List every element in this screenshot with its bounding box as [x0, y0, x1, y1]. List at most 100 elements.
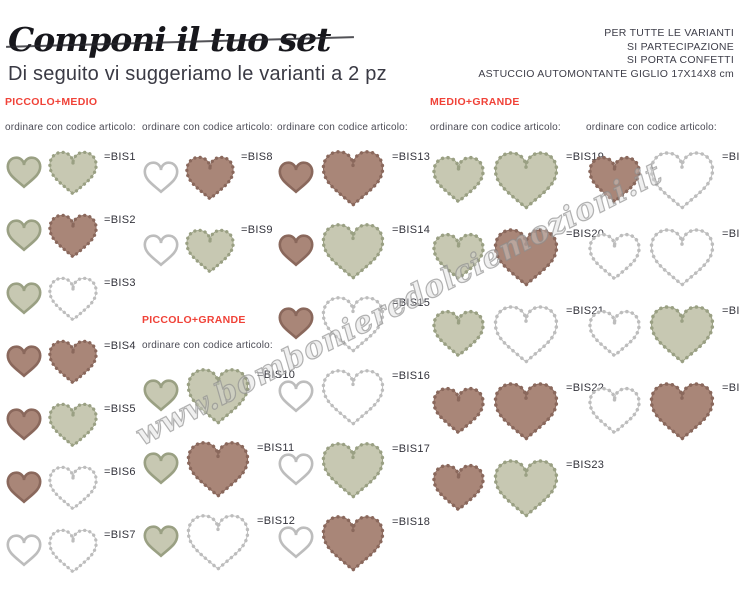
heart-large-white-icon — [490, 300, 562, 366]
heart-large-brown-icon — [183, 436, 253, 500]
info-line: PER TUTTE LE VARIANTI — [604, 27, 734, 39]
section-label: PICCOLO+GRANDE — [142, 314, 246, 326]
variant-code: =BIS24 — [722, 151, 739, 163]
heart-medium-sage-icon — [430, 229, 487, 282]
heart-medium-white-icon — [46, 525, 100, 575]
spacer — [142, 286, 279, 314]
heart-large-sage-icon — [183, 363, 253, 427]
heart-medium-white-icon — [586, 306, 643, 359]
heart-small-sage-icon — [5, 154, 43, 189]
spacer — [277, 96, 429, 122]
heart-large-white-icon — [646, 146, 718, 212]
page-subtitle: Di seguito vi suggeriamo le varianti a 2… — [8, 63, 387, 85]
variant-code: =BIS2 — [104, 214, 136, 226]
heart-medium-brown-icon — [586, 152, 643, 205]
variant-pair: =BIS3 — [5, 266, 142, 329]
variant-code: =BIS16 — [392, 370, 431, 382]
variant-pair: =BIS24 — [586, 140, 739, 217]
heart-large-brown-icon — [490, 377, 562, 443]
order-code-header: ordinare con codice articolo: — [586, 122, 717, 133]
variant-code: =BIS4 — [104, 340, 136, 352]
heart-medium-sage-icon — [183, 225, 237, 275]
heart-large-sage-icon — [490, 146, 562, 212]
heart-medium-sage-icon — [46, 399, 100, 449]
variant-pair: =BIS17 — [277, 432, 431, 505]
variant-column-5: ordinare con codice articolo: =BIS24 =BIS2… — [586, 96, 739, 448]
section-label: MEDIO+GRANDE — [430, 96, 520, 108]
variant-pair: =BIS9 — [142, 213, 279, 286]
heart-large-white-icon — [646, 223, 718, 289]
variant-pair: =BIS2 — [5, 203, 142, 266]
heart-medium-sage-icon — [430, 306, 487, 359]
variant-pair: =BIS15 — [277, 286, 431, 359]
variant-pair: =BIS23 — [430, 448, 604, 525]
section-label: PICCOLO+MEDIO — [5, 96, 98, 108]
variant-pair: =BIS18 — [277, 505, 431, 578]
heart-large-brown-icon — [490, 223, 562, 289]
heart-large-brown-icon — [646, 377, 718, 443]
variant-code: =BIS14 — [392, 224, 431, 236]
heart-medium-sage-icon — [46, 147, 100, 197]
spacer — [142, 96, 279, 122]
variant-pair: =BIS12 — [142, 504, 295, 577]
variant-code: =BIS9 — [241, 224, 273, 236]
heart-medium-white-icon — [46, 462, 100, 512]
variant-pair: =BIS11 — [142, 431, 294, 504]
order-code-header: ordinare con codice articolo: — [5, 122, 136, 133]
variant-pair: =BIS14 — [277, 213, 431, 286]
variant-code: =BIS15 — [392, 297, 431, 309]
order-code-header: ordinare con codice articolo: — [142, 122, 273, 133]
heart-small-white-icon — [277, 451, 315, 486]
heart-medium-brown-icon — [46, 210, 100, 260]
variant-code: =BIS8 — [241, 151, 273, 163]
heart-small-brown-icon — [5, 343, 43, 378]
variant-pair: =BIS16 — [277, 359, 431, 432]
variant-code: =BIS12 — [257, 515, 296, 527]
variant-info-block: PER TUTTE LE VARIANTI SI PARTECIPAZIONE … — [478, 27, 734, 81]
heart-medium-brown-icon — [46, 336, 100, 386]
variant-pair: =BIS6 — [5, 455, 142, 518]
variant-column-3: ordinare con codice articolo: =BIS13 =BIS1… — [277, 96, 431, 578]
variant-pair: =BIS5 — [5, 392, 142, 455]
heart-medium-brown-icon — [430, 383, 487, 436]
info-line: ASTUCCIO AUTOMONTANTE GIGLIO 17X14X8 cm — [478, 67, 734, 80]
heart-small-brown-icon — [277, 232, 315, 267]
variant-pair: =BIS19 — [430, 140, 604, 217]
variant-pair: =BIS4 — [5, 329, 142, 392]
variant-pair: =BIS27 — [586, 371, 739, 448]
variant-code: =BIS7 — [104, 529, 136, 541]
heart-small-brown-icon — [277, 305, 315, 340]
variant-pair: =BIS13 — [277, 140, 431, 213]
order-code-header: ordinare con codice articolo: — [277, 122, 408, 133]
heart-small-brown-icon — [277, 159, 315, 194]
variant-code: =BIS17 — [392, 443, 431, 455]
heart-medium-white-icon — [46, 273, 100, 323]
heart-large-sage-icon — [646, 300, 718, 366]
variant-pair: =BIS8 — [142, 140, 279, 213]
variant-code: =BIS18 — [392, 516, 431, 528]
variant-code: =BIS10 — [257, 369, 296, 381]
variant-pair: =BIS21 — [430, 294, 604, 371]
variant-pair: =BIS1 — [5, 140, 142, 203]
variant-code: =BIS13 — [392, 151, 431, 163]
variant-code: =BIS23 — [566, 459, 605, 471]
heart-small-white-icon — [142, 159, 180, 194]
heart-large-brown-icon — [318, 510, 388, 574]
variant-column-1: PICCOLO+MEDIO ordinare con codice articol… — [5, 96, 142, 581]
variant-pair: =BIS7 — [5, 518, 142, 581]
heart-medium-white-icon — [586, 383, 643, 436]
heart-large-white-icon — [318, 364, 388, 428]
variant-code: =BIS27 — [722, 382, 739, 394]
heart-small-white-icon — [277, 378, 315, 413]
heart-large-white-icon — [183, 509, 253, 573]
heart-small-sage-icon — [142, 450, 180, 485]
variant-column-4: MEDIO+GRANDE ordinare con codice articolo… — [430, 96, 604, 525]
page-title: Componi il tuo set — [8, 20, 331, 59]
variant-code: =BIS3 — [104, 277, 136, 289]
heart-small-white-icon — [5, 532, 43, 567]
heart-large-sage-icon — [318, 218, 388, 282]
variant-pair: =BIS20 — [430, 217, 604, 294]
heart-large-brown-icon — [318, 145, 388, 209]
heart-small-white-icon — [277, 524, 315, 559]
